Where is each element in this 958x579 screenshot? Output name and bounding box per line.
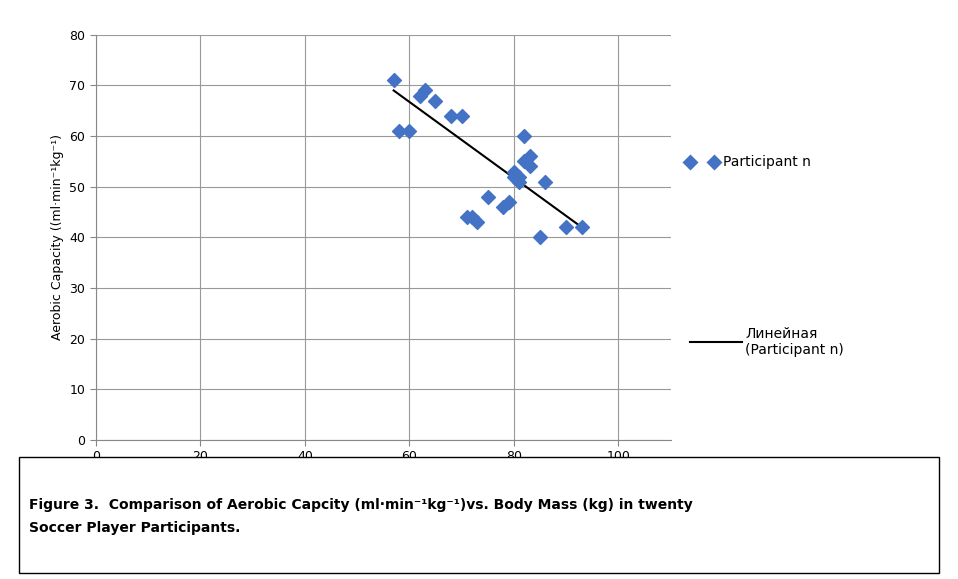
Text: Participant n: Participant n — [723, 155, 811, 169]
Point — [506, 172, 521, 181]
Point — [512, 172, 527, 181]
X-axis label: Body Mass (kg): Body Mass (kg) — [323, 469, 444, 483]
Point — [506, 167, 521, 176]
Point — [516, 131, 532, 141]
Point — [401, 126, 417, 135]
Point — [480, 192, 495, 201]
Point — [465, 212, 480, 222]
Point — [522, 162, 537, 171]
Point — [459, 212, 474, 222]
Text: Линейная
(Participant n): Линейная (Participant n) — [745, 327, 844, 357]
Point — [516, 157, 532, 166]
Y-axis label: Aerobic Capacity ((ml·min⁻¹kg⁻¹): Aerobic Capacity ((ml·min⁻¹kg⁻¹) — [51, 134, 64, 340]
Point — [495, 202, 511, 211]
Point — [469, 218, 485, 227]
Point — [559, 223, 574, 232]
Point — [574, 223, 589, 232]
Point — [386, 76, 401, 85]
Point — [501, 197, 516, 207]
Point — [537, 177, 553, 186]
Point — [428, 96, 444, 105]
Point — [418, 86, 433, 95]
Point — [512, 177, 527, 186]
Point — [454, 111, 469, 120]
Point — [522, 152, 537, 161]
Text: Figure 3.  Comparison of Aerobic Capcity (ml·min⁻¹kg⁻¹)vs. Body Mass (kg) in twe: Figure 3. Comparison of Aerobic Capcity … — [29, 498, 693, 535]
Point — [444, 111, 459, 120]
Point — [391, 126, 406, 135]
Point — [412, 91, 427, 100]
Point — [533, 233, 548, 242]
